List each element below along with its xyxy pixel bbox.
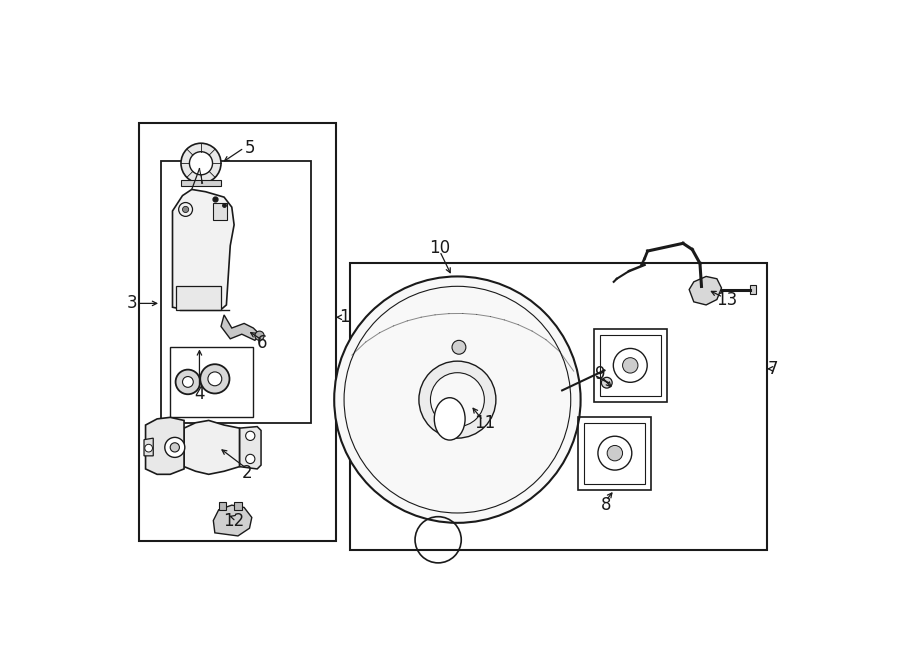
Circle shape [598,436,632,470]
Bar [176,286,221,309]
Polygon shape [239,426,261,469]
Text: 10: 10 [429,239,450,257]
Circle shape [418,361,496,438]
Polygon shape [184,420,239,475]
Text: 4: 4 [194,385,204,403]
Polygon shape [221,315,259,340]
Circle shape [601,377,612,388]
Circle shape [208,372,221,386]
Bar [579,416,652,490]
Bar [140,123,336,541]
Circle shape [452,340,466,354]
Bar [594,329,667,402]
Text: 5: 5 [244,139,255,157]
Circle shape [183,206,189,213]
Text: 12: 12 [223,512,245,529]
Text: 8: 8 [601,496,611,514]
Text: 1: 1 [339,308,349,327]
Circle shape [165,438,184,457]
Text: 2: 2 [242,464,253,482]
Text: 7: 7 [768,360,778,378]
Polygon shape [213,505,252,536]
Text: 11: 11 [473,414,495,432]
Circle shape [430,373,484,426]
Bar [349,263,767,550]
Polygon shape [146,417,184,475]
Bar [219,502,227,510]
Circle shape [170,443,179,452]
Circle shape [246,431,255,440]
Circle shape [176,369,200,394]
Text: 6: 6 [257,334,268,352]
Polygon shape [689,276,722,305]
Bar [161,161,311,423]
Circle shape [183,377,194,387]
Text: 3: 3 [126,294,137,313]
Bar [170,346,254,417]
Circle shape [145,444,152,452]
Circle shape [246,454,255,463]
Bar [213,204,227,220]
Bar [181,180,221,186]
Circle shape [613,348,647,382]
Bar [234,502,242,510]
Circle shape [189,152,212,175]
Bar [750,285,756,294]
Circle shape [181,143,221,183]
Polygon shape [144,438,153,456]
Bar [584,423,645,484]
Circle shape [608,446,623,461]
Polygon shape [173,190,234,309]
Text: 13: 13 [716,291,737,309]
Text: 9: 9 [595,366,605,383]
Circle shape [255,331,264,340]
Circle shape [200,364,230,393]
Bar [599,335,661,396]
Circle shape [334,276,580,523]
Circle shape [623,358,638,373]
Ellipse shape [435,398,465,440]
